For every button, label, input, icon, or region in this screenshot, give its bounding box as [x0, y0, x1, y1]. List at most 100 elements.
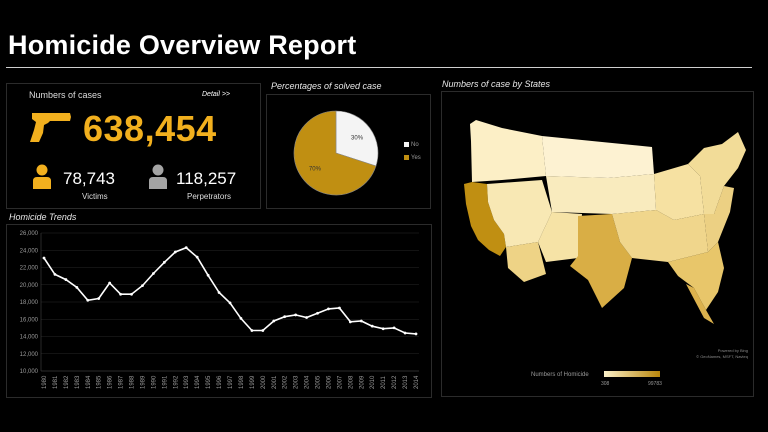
trend-panel: 10,000 12,000 14,000 16,000 18,000 20,000 22,0…	[6, 224, 432, 398]
trend-point[interactable]	[250, 329, 254, 332]
trend-xtick-label: 1998	[239, 375, 245, 389]
trend-xtick-label: 2007	[337, 375, 343, 389]
map-panel[interactable]: Powered by Bing © GeoNames, MSFT, Navteq…	[441, 91, 754, 397]
trend-xtick-label: 2011	[381, 375, 387, 389]
trend-point[interactable]	[239, 316, 243, 320]
trend-xtick-label: 2005	[316, 375, 322, 389]
map-region-florida	[686, 284, 714, 324]
trend-point[interactable]	[97, 297, 101, 300]
trend-xtick-label: 2003	[294, 375, 300, 389]
trend-xtick-label: 1986	[108, 375, 114, 389]
trend-ytick-label: 22,000	[20, 266, 39, 272]
trend-xtick-label: 1988	[130, 375, 136, 389]
map-region-texas	[570, 214, 632, 308]
trend-point[interactable]	[108, 281, 112, 285]
map-region-southeast	[668, 242, 724, 310]
trend-point[interactable]	[316, 311, 319, 315]
trend-point[interactable]	[184, 246, 188, 250]
trend-point[interactable]	[75, 285, 79, 289]
trend-point[interactable]	[119, 292, 122, 296]
trend-ytick-label: 10,000	[20, 369, 39, 375]
pie-section-label: Percentages of solved case	[271, 81, 382, 91]
cases-panel: Numbers of cases Detail >> 638,454 78,74…	[6, 83, 261, 209]
trend-xtick-label: 1984	[86, 375, 92, 389]
trend-point[interactable]	[217, 291, 221, 294]
victims-person-icon	[33, 164, 51, 189]
gun-icon	[30, 113, 71, 142]
trend-point[interactable]	[42, 256, 46, 260]
trend-point[interactable]	[206, 273, 210, 277]
pie-legend-no[interactable]: No	[404, 142, 419, 148]
trend-xtick-label: 1990	[151, 375, 157, 389]
trend-point[interactable]	[261, 329, 265, 332]
trend-xtick-label: 1985	[97, 375, 103, 389]
pie-legend-yes[interactable]: Yes	[404, 155, 421, 161]
pie-chart: 30% 70%	[293, 110, 379, 196]
trend-xtick-label: 2012	[392, 375, 398, 389]
trend-xtick-label: 1989	[140, 375, 146, 389]
trend-point[interactable]	[64, 278, 68, 281]
trend-line-chart: 10,000 12,000 14,000 16,000 18,000 20,000 22,0…	[20, 231, 420, 389]
map-region-california	[464, 182, 506, 256]
trend-point[interactable]	[414, 332, 418, 336]
trend-xtick-label: 1982	[64, 375, 70, 389]
trend-point[interactable]	[381, 327, 385, 331]
trend-xtick-label: 1999	[250, 375, 256, 389]
trend-point[interactable]	[141, 284, 144, 288]
trend-point[interactable]	[283, 315, 287, 319]
trend-point[interactable]	[359, 319, 363, 323]
trend-point[interactable]	[348, 320, 352, 324]
trend-point[interactable]	[403, 331, 407, 335]
map-region-midwest	[654, 164, 704, 220]
map-region-new-mexico	[538, 212, 582, 262]
trend-xtick-label: 1983	[75, 375, 81, 389]
victims-label: Victims	[82, 192, 108, 201]
trend-ytick-label: 26,000	[20, 231, 39, 237]
pie-legend-yes-swatch	[404, 155, 409, 160]
map-attribution-1: Powered by Bing	[718, 348, 748, 353]
trend-point[interactable]	[272, 319, 276, 323]
trend-ytick-label: 12,000	[20, 352, 39, 358]
perpetrators-label: Perpetrators	[187, 192, 232, 201]
pie-legend-no-label: No	[411, 142, 419, 149]
map-region-atlantic	[704, 186, 734, 252]
detail-link[interactable]: Detail >>	[202, 91, 231, 98]
total-cases-value: 638,454	[83, 108, 217, 149]
trend-point[interactable]	[162, 260, 166, 264]
trend-point[interactable]	[327, 307, 330, 311]
map-region-northeast	[688, 132, 746, 214]
trend-point[interactable]	[173, 250, 177, 254]
trend-ytick-label: 18,000	[20, 300, 39, 306]
trend-xtick-label: 1991	[162, 375, 168, 389]
trend-ytick-label: 16,000	[20, 317, 39, 323]
trend-ytick-label: 24,000	[20, 248, 39, 254]
trend-xtick-label: 2006	[326, 375, 332, 389]
perpetrators-person-icon	[149, 164, 167, 189]
pie-slice-no[interactable]	[335, 110, 379, 167]
trend-xtick-label: 2009	[359, 375, 365, 389]
trend-point[interactable]	[152, 272, 155, 275]
map-legend-min: 308	[601, 381, 610, 387]
trend-point[interactable]	[338, 306, 341, 310]
trend-point[interactable]	[294, 313, 298, 317]
trend-point[interactable]	[392, 326, 396, 330]
trend-point[interactable]	[228, 301, 232, 305]
trend-point[interactable]	[305, 316, 308, 319]
trend-ytick-label: 14,000	[20, 335, 39, 341]
map-region-nevada-utah	[487, 180, 552, 247]
trend-point[interactable]	[195, 255, 199, 259]
map-region-central	[546, 174, 656, 214]
trend-xtick-label: 2001	[272, 375, 278, 389]
trend-xtick-label: 2000	[261, 375, 267, 389]
pie-panel: 30% 70% No Yes	[266, 94, 431, 209]
map-region-north-central	[542, 136, 654, 178]
trend-xtick-label: 2013	[403, 375, 409, 389]
trend-point[interactable]	[53, 273, 57, 276]
trend-point[interactable]	[86, 298, 90, 302]
trend-xtick-label: 1993	[184, 375, 190, 389]
us-map[interactable]: Powered by Bing © GeoNames, MSFT, Navteq…	[442, 92, 753, 396]
trend-xtick-label: 1980	[42, 375, 48, 389]
pie-slice-yes[interactable]	[293, 110, 377, 196]
trend-point[interactable]	[130, 292, 133, 296]
trend-point[interactable]	[370, 324, 374, 328]
